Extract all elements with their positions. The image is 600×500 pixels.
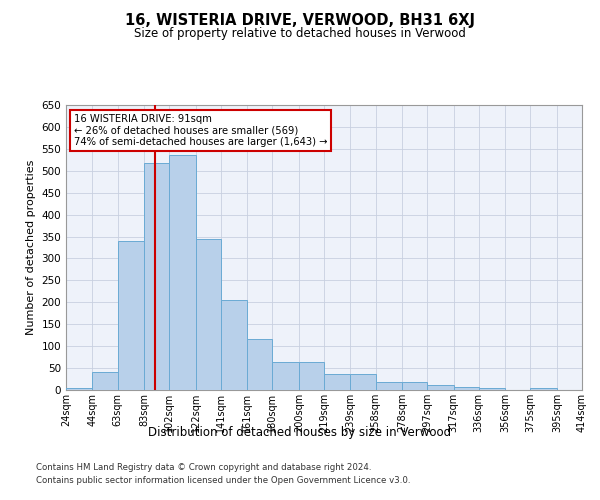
Bar <box>169 156 196 390</box>
Bar <box>247 338 272 390</box>
Bar <box>272 362 299 390</box>
Text: 16, WISTERIA DRIVE, VERWOOD, BH31 6XJ: 16, WISTERIA DRIVE, VERWOOD, BH31 6XJ <box>125 12 475 28</box>
Text: Contains HM Land Registry data © Crown copyright and database right 2024.: Contains HM Land Registry data © Crown c… <box>36 464 371 472</box>
Bar <box>582 388 600 390</box>
Bar <box>402 382 427 390</box>
Bar <box>66 388 92 390</box>
Y-axis label: Number of detached properties: Number of detached properties <box>26 160 36 335</box>
Text: Distribution of detached houses by size in Verwood: Distribution of detached houses by size … <box>148 426 452 439</box>
Bar <box>221 300 247 390</box>
Bar <box>324 374 350 390</box>
Bar <box>118 241 144 390</box>
Bar <box>454 387 479 390</box>
Bar <box>92 372 118 390</box>
Bar <box>479 388 505 390</box>
Bar <box>427 385 454 390</box>
Bar <box>376 382 402 390</box>
Text: 16 WISTERIA DRIVE: 91sqm
← 26% of detached houses are smaller (569)
74% of semi-: 16 WISTERIA DRIVE: 91sqm ← 26% of detach… <box>74 114 328 147</box>
Bar <box>299 362 324 390</box>
Bar <box>350 374 376 390</box>
Bar <box>530 388 557 390</box>
Text: Size of property relative to detached houses in Verwood: Size of property relative to detached ho… <box>134 28 466 40</box>
Bar <box>196 238 221 390</box>
Bar <box>144 164 169 390</box>
Text: Contains public sector information licensed under the Open Government Licence v3: Contains public sector information licen… <box>36 476 410 485</box>
